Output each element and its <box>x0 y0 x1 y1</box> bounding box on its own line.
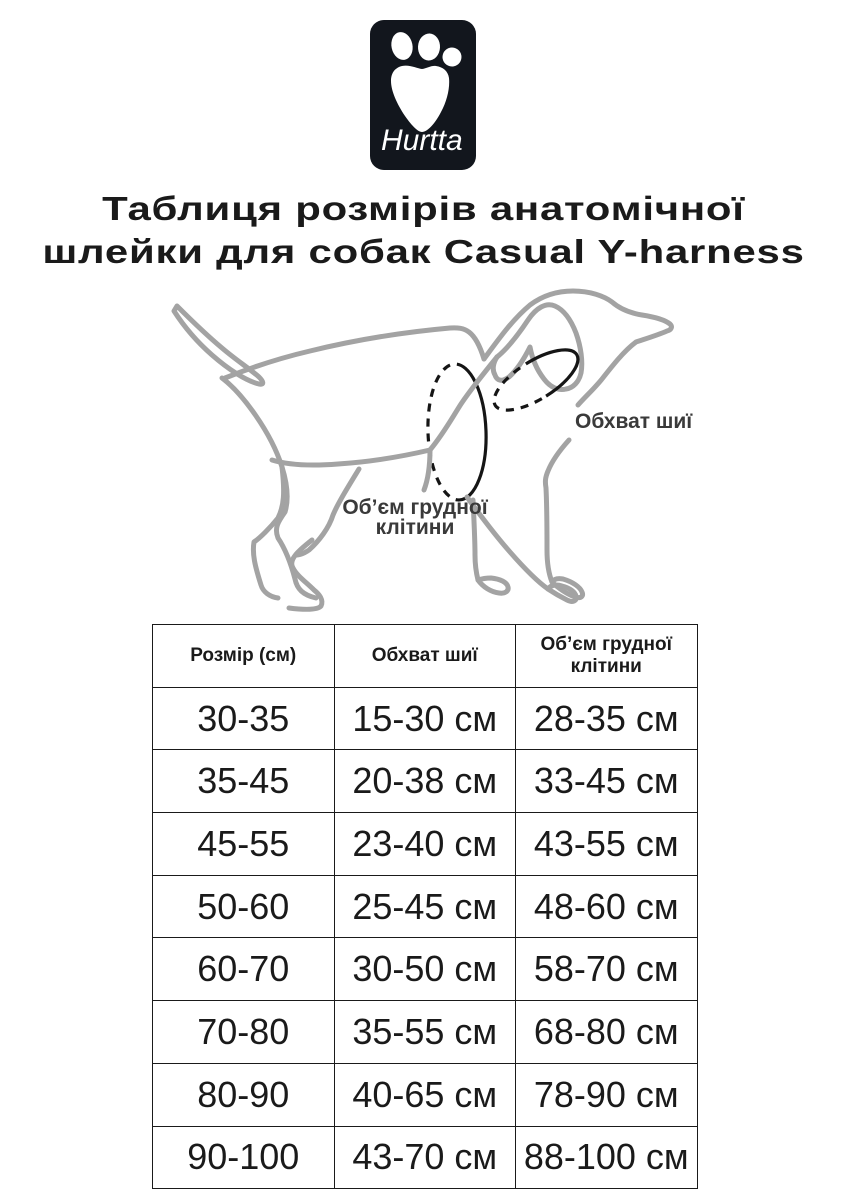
svg-text:клітини: клітини <box>376 516 455 539</box>
svg-text:Обхват шиї: Обхват шиї <box>575 410 693 433</box>
